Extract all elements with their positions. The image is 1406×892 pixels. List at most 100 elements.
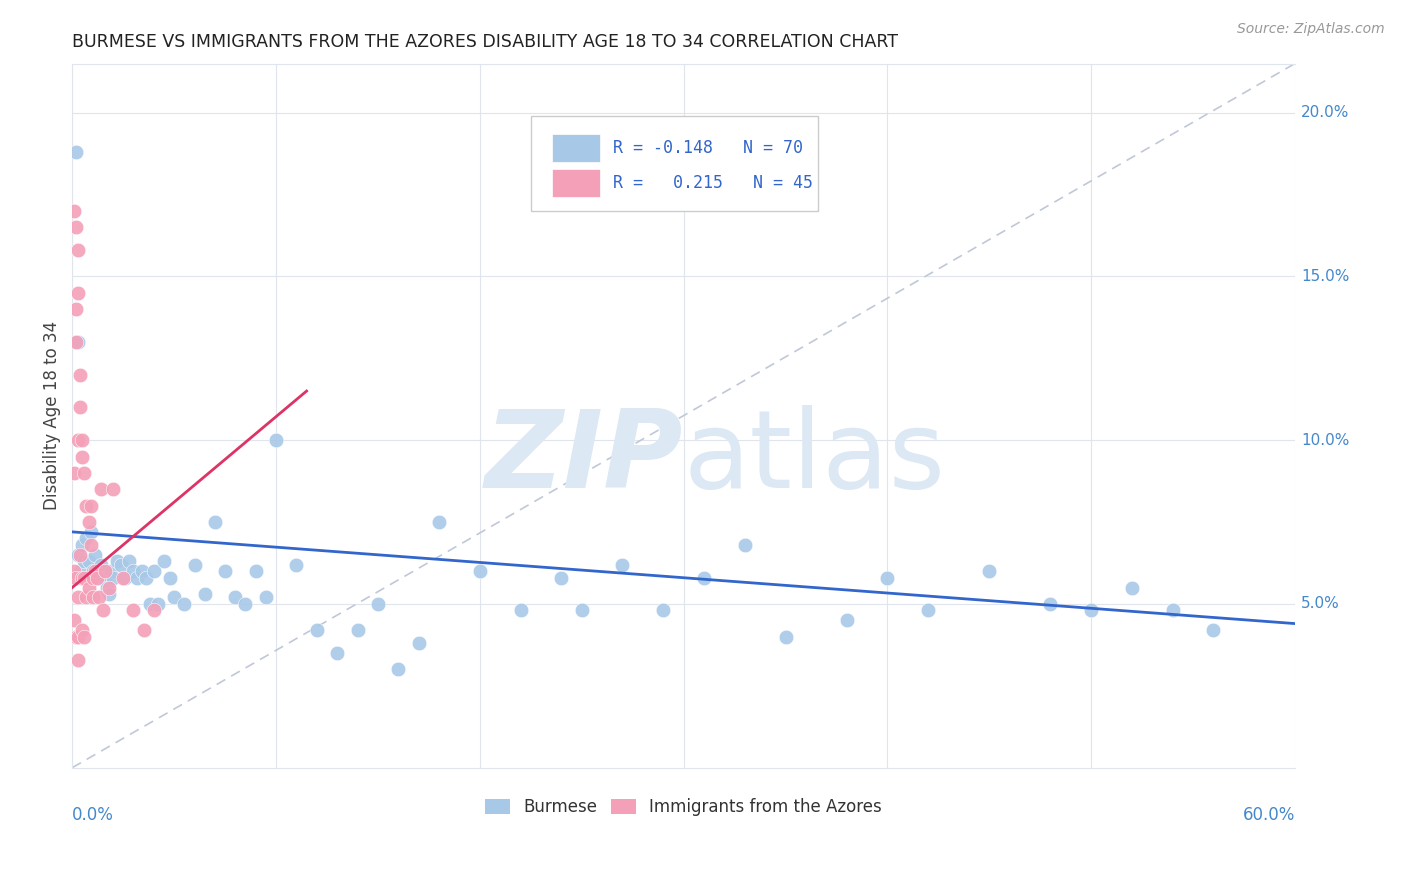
Point (77, 554, 100, 568)
Point (65, 220, 87, 235)
Point (105, 554, 128, 568)
Point (112, 571, 135, 585)
Point (67, 243, 90, 257)
Point (94, 564, 117, 578)
Text: 60.0%: 60.0% (1243, 806, 1295, 824)
Text: BURMESE VS IMMIGRANTS FROM THE AZORES DISABILITY AGE 18 TO 34 CORRELATION CHART: BURMESE VS IMMIGRANTS FROM THE AZORES DI… (72, 33, 898, 51)
Point (163, 591, 186, 605)
Point (72, 623, 94, 637)
Point (142, 564, 165, 578)
Point (138, 597, 160, 611)
Point (367, 597, 389, 611)
Point (122, 603, 145, 617)
Point (77, 581, 100, 595)
Point (73, 466, 96, 480)
Text: 20.0%: 20.0% (1301, 105, 1350, 120)
Point (1121, 581, 1143, 595)
Point (82, 571, 104, 585)
Point (83, 548, 105, 562)
Point (1039, 597, 1062, 611)
Point (118, 554, 141, 568)
Point (408, 636, 430, 650)
Point (83, 564, 105, 578)
Text: 0.0%: 0.0% (72, 806, 114, 824)
Point (73, 571, 96, 585)
Point (509, 603, 531, 617)
Point (114, 571, 136, 585)
Point (101, 483, 124, 497)
Point (835, 613, 858, 627)
Point (67, 285, 90, 300)
Point (204, 515, 226, 529)
Point (612, 558, 634, 572)
Point (63, 564, 86, 578)
Text: atlas: atlas (683, 405, 946, 511)
Point (67, 591, 90, 605)
Point (94, 571, 117, 585)
Point (76, 591, 98, 605)
Point (65, 630, 87, 644)
Point (326, 646, 349, 660)
Point (67, 548, 90, 562)
Legend: Burmese, Immigrants from the Azores: Burmese, Immigrants from the Azores (478, 791, 889, 822)
Point (73, 630, 96, 644)
Point (427, 515, 450, 529)
Point (468, 564, 491, 578)
Point (69, 368, 91, 382)
Point (67, 334, 90, 349)
Point (87, 591, 110, 605)
FancyBboxPatch shape (531, 116, 818, 211)
Point (67, 630, 90, 644)
Point (73, 554, 96, 568)
Point (63, 613, 86, 627)
Point (131, 564, 153, 578)
Point (387, 662, 409, 676)
Point (194, 587, 217, 601)
Point (67, 652, 90, 666)
Point (214, 564, 236, 578)
Point (65, 571, 87, 585)
Point (82, 564, 104, 578)
Point (76, 532, 98, 546)
Point (63, 466, 86, 480)
Point (734, 538, 756, 552)
Y-axis label: Disability Age 18 to 34: Disability Age 18 to 34 (44, 321, 60, 510)
Point (173, 597, 195, 611)
Point (69, 548, 91, 562)
FancyBboxPatch shape (551, 169, 600, 197)
Point (146, 597, 169, 611)
Point (72, 538, 94, 552)
Point (87, 571, 110, 585)
Point (122, 564, 145, 578)
Point (72, 571, 94, 585)
Point (91, 564, 114, 578)
Point (65, 302, 87, 317)
Point (254, 591, 277, 605)
Text: 15.0%: 15.0% (1301, 268, 1350, 284)
Point (652, 603, 675, 617)
Point (1161, 603, 1184, 617)
Text: 10.0%: 10.0% (1301, 433, 1350, 448)
Point (264, 433, 287, 447)
Point (346, 623, 368, 637)
Point (90, 483, 112, 497)
Point (72, 433, 94, 447)
Point (97, 587, 120, 601)
Point (86, 564, 108, 578)
Point (65, 334, 87, 349)
Point (127, 571, 149, 585)
Point (67, 433, 90, 447)
Point (693, 571, 716, 585)
Point (79, 524, 101, 539)
Point (79, 499, 101, 513)
Point (82, 591, 104, 605)
Point (72, 450, 94, 464)
Point (235, 597, 257, 611)
Point (159, 571, 181, 585)
Point (69, 401, 91, 415)
Point (183, 558, 205, 572)
Point (142, 603, 165, 617)
Point (1202, 623, 1225, 637)
Point (91, 603, 114, 617)
Point (65, 145, 87, 159)
